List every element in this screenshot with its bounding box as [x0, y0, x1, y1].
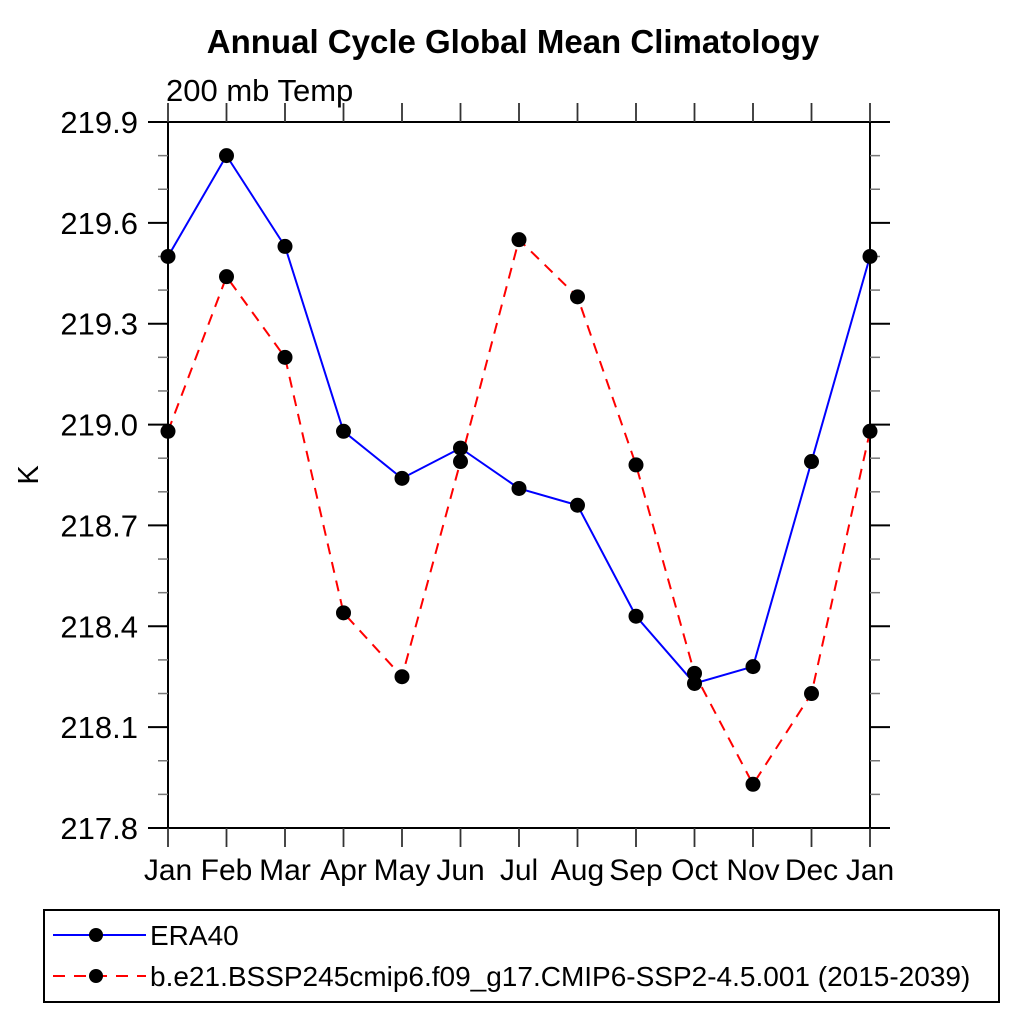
x-tick-label: Sep — [609, 854, 662, 887]
legend-label-model: b.e21.BSSP245cmip6.f09_g17.CMIP6-SSP2-4.… — [150, 961, 970, 992]
x-tick-label: Mar — [259, 854, 311, 887]
data-point — [745, 659, 761, 675]
legend-swatch-marker — [89, 928, 103, 942]
x-tick-label: Apr — [320, 854, 367, 887]
x-tick-label: May — [374, 854, 431, 887]
x-tick-labels: Jan Feb Mar Apr May Jun Jul Aug Sep Oct Nov Dec Jan — [144, 854, 894, 887]
legend-label-era40: ERA40 — [150, 920, 239, 951]
data-point — [336, 423, 351, 439]
data-point — [453, 440, 468, 456]
legend-swatches — [53, 928, 146, 983]
x-tick-label: Jan — [144, 854, 192, 887]
data-point — [628, 608, 644, 624]
data-series — [160, 148, 878, 792]
data-point — [687, 665, 702, 681]
y-axis-label: K — [13, 465, 45, 485]
data-point — [394, 470, 410, 486]
data-point — [160, 423, 176, 439]
data-point — [570, 289, 585, 305]
y-tick-label: 219.3 — [60, 307, 138, 342]
legend-swatch-marker — [89, 969, 103, 983]
data-point — [394, 669, 410, 685]
data-point — [453, 454, 468, 470]
data-point — [336, 605, 351, 621]
y-tick-label: 218.1 — [60, 710, 138, 745]
y-tick-label: 219.6 — [60, 206, 138, 241]
data-point — [628, 457, 644, 473]
x-tick-label: Jan — [846, 854, 894, 887]
data-point — [160, 248, 176, 264]
series-line-1 — [167, 237, 871, 787]
y-tick-label: 218.7 — [60, 508, 138, 543]
y-tick-label: 218.4 — [60, 609, 138, 644]
x-tick-label: Nov — [726, 854, 779, 887]
data-point — [804, 454, 819, 470]
x-tick-label: Oct — [671, 854, 718, 887]
data-point — [277, 238, 293, 254]
x-tick-label: Jun — [436, 854, 484, 887]
y-tick-labels: 217.8 218.1 218.4 218.7 219.0 219.3 219.6 219.9 — [60, 105, 138, 846]
x-tick-label: Feb — [201, 854, 253, 887]
data-point — [804, 686, 819, 702]
data-point — [277, 349, 293, 365]
plot-axes — [148, 103, 890, 847]
data-point — [570, 497, 585, 513]
data-point — [862, 248, 878, 264]
y-tick-label: 219.9 — [60, 105, 138, 140]
x-tick-label: Aug — [551, 854, 604, 887]
data-point — [745, 776, 761, 792]
data-point — [511, 232, 527, 248]
data-point — [219, 269, 234, 285]
data-point — [219, 148, 234, 164]
x-tick-label: Dec — [785, 854, 838, 887]
legend: ERA40 b.e21.BSSP245cmip6.f09_g17.CMIP6-S… — [43, 909, 1000, 1003]
data-point — [862, 423, 878, 439]
x-tick-label: Jul — [500, 854, 538, 887]
chart-title: Annual Cycle Global Mean Climatology — [207, 23, 820, 60]
chart-subtitle: 200 mb Temp — [166, 73, 353, 108]
y-tick-label: 219.0 — [60, 408, 138, 443]
y-tick-label: 217.8 — [60, 811, 138, 846]
legend-box — [43, 909, 1000, 1003]
data-point — [511, 480, 527, 496]
